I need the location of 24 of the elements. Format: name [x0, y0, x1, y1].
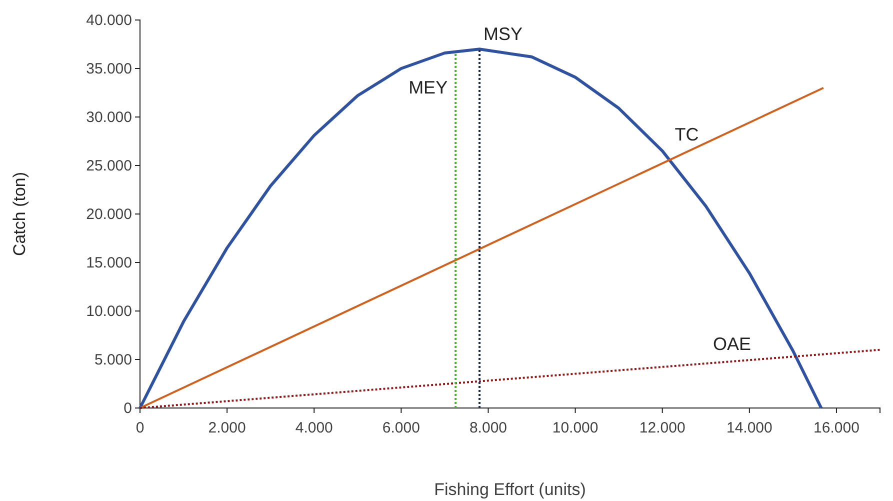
y-axis-title: Catch (ton) [10, 172, 29, 256]
y-tick-label: 30.000 [86, 108, 132, 126]
x-tick-label: 14.000 [726, 420, 772, 436]
x-tick-label: 4.000 [295, 420, 333, 436]
x-tick-label: 16.000 [814, 420, 860, 436]
x-tick-label: 10.000 [552, 420, 598, 436]
y-tick-label: 5.000 [94, 351, 132, 368]
series-label: MEY [408, 78, 448, 98]
y-tick-label: 0 [124, 400, 132, 417]
series-label: TC [674, 124, 699, 145]
y-tick-label: 15.000 [86, 254, 132, 272]
x-axis-title: Fishing Effort (units) [434, 480, 586, 499]
y-tick-label: 40.000 [86, 12, 132, 29]
y-tick-label: 20.000 [86, 206, 132, 223]
y-tick-label: 35.000 [86, 60, 132, 78]
x-tick-label: 6.000 [382, 420, 420, 436]
x-tick-label: 0 [136, 420, 144, 436]
y-tick-label: 10.000 [86, 302, 132, 320]
x-tick-label: 8.000 [469, 420, 508, 436]
x-tick-label: 2.000 [208, 420, 246, 436]
y-tick-label: 25.000 [86, 157, 132, 174]
series-label: OAE [712, 334, 752, 354]
x-tick-label: 12.000 [639, 420, 686, 436]
series-label: MSY [484, 24, 523, 44]
